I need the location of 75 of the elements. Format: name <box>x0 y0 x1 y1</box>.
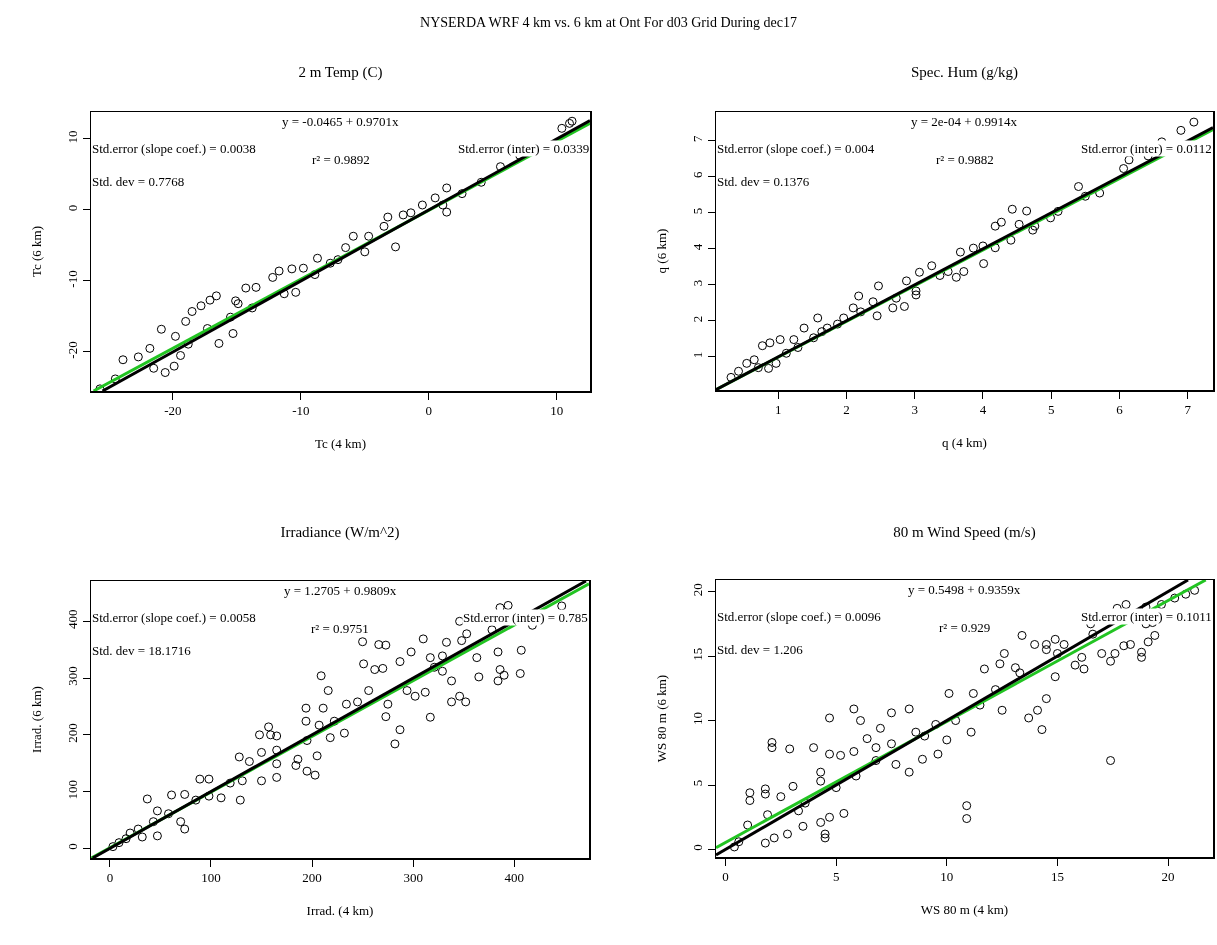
x-tick-label: 100 <box>201 870 221 886</box>
y-tick-label: 7 <box>690 135 706 143</box>
annotation: y = -0.0465 + 0.9701x <box>282 114 399 129</box>
chart-title: Irradiance (W/m^2) <box>280 523 400 541</box>
annotation: Std. dev = 0.7768 <box>92 174 185 189</box>
x-tick-label: 10 <box>940 869 954 885</box>
x-tick-label: 0 <box>722 869 729 885</box>
x-tick-label: 7 <box>1184 402 1192 418</box>
annotation: Std.error (slope coef.) = 0.0096 <box>717 609 882 624</box>
x-tick-label: 4 <box>979 402 987 418</box>
annotation: Std.error (slope coef.) = 0.004 <box>717 141 875 156</box>
y-tick-label: 5 <box>690 207 706 215</box>
annotation: r² = 0.9892 <box>312 152 370 167</box>
y-tick-label: 0 <box>690 844 706 851</box>
y-tick-label: 0 <box>65 204 81 212</box>
annotation: r² = 0.9882 <box>936 152 994 167</box>
y-tick-label: 3 <box>690 279 706 287</box>
x-axis-title: q (4 km) <box>942 435 987 451</box>
y-axis-title: WS 80 m (6 km) <box>654 674 670 763</box>
x-tick-label: 200 <box>302 870 322 886</box>
annotation: y = 0.5498 + 0.9359x <box>908 582 1021 597</box>
y-tick-label: -10 <box>65 270 81 288</box>
x-tick-label: 400 <box>504 870 524 886</box>
annotation: Std.error (inter) = 0.0112 <box>1081 141 1212 156</box>
x-tick-label: 300 <box>403 870 423 886</box>
y-tick-label: 400 <box>65 609 81 630</box>
x-tick-label: 3 <box>911 402 918 418</box>
annotation: Std.error (slope coef.) = 0.0058 <box>92 610 256 625</box>
x-axis-title: Irrad. (4 km) <box>306 903 374 919</box>
annotation: r² = 0.9751 <box>311 621 369 636</box>
annotation: Std. dev = 18.1716 <box>92 643 192 658</box>
x-tick-label: 20 <box>1161 869 1175 885</box>
chart-title: 80 m Wind Speed (m/s) <box>893 523 1036 541</box>
annotation: r² = 0.929 <box>939 620 991 635</box>
y-tick-label: 200 <box>65 723 81 743</box>
annotation: Std.error (inter) = 0.0339 <box>458 141 590 156</box>
x-tick-label: 2 <box>843 402 850 418</box>
chart-title: Spec. Hum (g/kg) <box>910 63 1019 81</box>
y-tick-label: 6 <box>690 171 706 179</box>
y-tick-label: 100 <box>65 779 81 800</box>
y-axis-title: q (6 km) <box>654 228 670 274</box>
x-tick-label: 0 <box>425 403 433 419</box>
text: NYSERDA WRF 4 km vs. 6 km at Ont For d03 Grid During dec17 <box>419 14 798 32</box>
y-tick-label: 20 <box>690 583 706 597</box>
annotation: Std.error (slope coef.) = 0.0038 <box>92 141 256 156</box>
x-tick-label: 0 <box>106 870 114 886</box>
x-axis-title: Tc (4 km) <box>314 436 367 452</box>
y-tick-label: 1 <box>690 351 706 359</box>
y-tick-label: 15 <box>690 647 706 661</box>
x-tick-label: 1 <box>774 402 782 418</box>
x-tick-label: 5 <box>1047 402 1055 418</box>
x-axis-title: WS 80 m (4 km) <box>920 902 1009 918</box>
annotation: Std.error (inter) = 0.785 <box>463 610 588 625</box>
x-tick-label: 5 <box>832 869 840 885</box>
x-tick-label: -20 <box>164 403 182 419</box>
x-tick-label: 15 <box>1050 869 1064 885</box>
y-tick-label: 0 <box>65 843 81 850</box>
x-tick-label: 10 <box>550 403 564 419</box>
chart-title: 2 m Temp (C) <box>298 63 383 81</box>
annotation: Std. dev = 1.206 <box>717 642 804 657</box>
y-axis-title: Tc (6 km) <box>29 225 45 278</box>
y-tick-label: 300 <box>65 666 81 686</box>
y-tick-label: 10 <box>65 130 81 144</box>
annotation: Std. dev = 0.1376 <box>717 174 810 189</box>
y-axis-title: Irrad. (6 km) <box>29 686 45 753</box>
annotation: y = 2e-04 + 0.9914x <box>911 114 1018 129</box>
x-tick-label: 6 <box>1116 402 1124 418</box>
x-tick-label: -10 <box>292 403 310 419</box>
annotation: y = 1.2705 + 0.9809x <box>284 583 397 598</box>
y-tick-label: 10 <box>690 712 706 726</box>
y-tick-label: 4 <box>690 243 706 251</box>
annotation: Std.error (inter) = 0.1011 <box>1081 609 1212 624</box>
y-tick-label: -20 <box>65 341 81 359</box>
y-tick-label: 5 <box>690 779 706 787</box>
y-tick-label: 2 <box>690 315 706 323</box>
